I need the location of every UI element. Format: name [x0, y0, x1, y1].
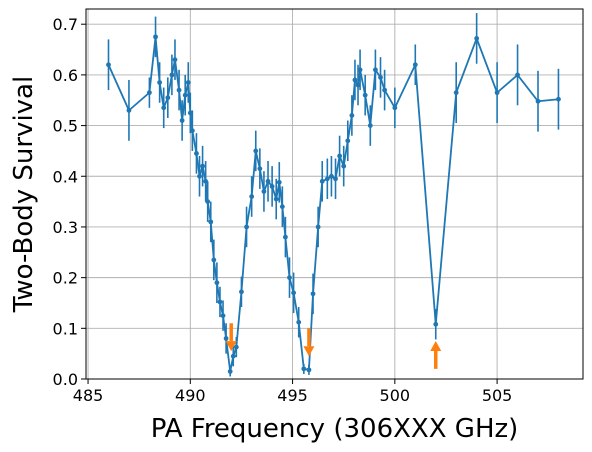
data-point [239, 289, 244, 295]
data-point [273, 196, 279, 202]
data-point [265, 178, 271, 184]
y-tick-label: 0.2 [53, 269, 78, 288]
data-point [194, 151, 199, 156]
data-point [324, 176, 330, 182]
data-point [315, 224, 321, 230]
data-point [211, 257, 217, 263]
data-point [147, 90, 152, 96]
data-point [357, 67, 363, 73]
data-point [197, 173, 202, 179]
data-point [287, 275, 292, 281]
arrow-head [303, 346, 315, 357]
plot-frame [85, 8, 584, 380]
y-tick-label: 0.6 [53, 66, 78, 85]
data-point [355, 82, 361, 88]
data-point [214, 280, 220, 286]
data-point [392, 105, 398, 111]
y-tick-label: 0.7 [53, 15, 78, 34]
data-point [261, 189, 267, 194]
data-point [227, 368, 233, 374]
data-point [367, 123, 373, 128]
data-point [200, 163, 205, 169]
data-point [319, 178, 325, 184]
data-point [276, 179, 282, 185]
data-point [433, 321, 439, 327]
data-point [556, 96, 561, 102]
x-tick-label: 490 [175, 386, 206, 405]
y-tick-label: 0.1 [53, 319, 78, 338]
data-point [329, 173, 334, 179]
data-point [345, 138, 351, 144]
data-point [187, 110, 193, 116]
data-point [249, 194, 255, 199]
y-tick-label: 0.0 [53, 370, 78, 389]
data-point [223, 336, 229, 341]
x-tick-label: 495 [277, 386, 308, 405]
data-point [283, 234, 288, 240]
data-point [279, 204, 285, 210]
data-point [153, 34, 158, 40]
x-tick-label: 500 [380, 386, 411, 405]
x-axis-label: PA Frequency (306XXX GHz) [151, 414, 519, 444]
data-point [165, 95, 171, 101]
annotations [225, 323, 442, 369]
data-point [244, 224, 249, 230]
data-point [301, 366, 307, 372]
arrow-head [225, 341, 237, 352]
arrow-head [430, 340, 442, 351]
data-point [337, 153, 343, 159]
data-point [230, 353, 236, 359]
data-point [373, 67, 378, 73]
data-point [203, 178, 209, 184]
y-axis-ticks: 0.0 0.1 0.2 0.3 0.4 0.5 0.6 0.7 [53, 15, 86, 389]
data-point [157, 80, 163, 85]
y-tick-label: 0.4 [53, 167, 78, 186]
data-point [185, 80, 191, 85]
data-point [106, 62, 111, 68]
data-point [253, 148, 259, 154]
data-point [189, 128, 195, 134]
data-point [296, 319, 302, 325]
data-point [535, 98, 541, 104]
data-point [306, 367, 312, 373]
data-points [106, 34, 561, 374]
data-point [412, 62, 418, 68]
data-point [310, 291, 316, 297]
data-point [349, 113, 355, 118]
data-point [208, 219, 214, 225]
data-point [352, 77, 358, 83]
data-point [494, 90, 500, 96]
y-axis-label: Two-Body Survival [9, 76, 39, 313]
data-point [126, 107, 132, 113]
data-point [453, 90, 459, 96]
y-tick-label: 0.3 [53, 218, 78, 237]
data-point [172, 57, 178, 63]
data-point [474, 35, 480, 41]
y-tick-label: 0.5 [53, 117, 78, 136]
data-point [362, 92, 368, 98]
data-point [182, 92, 188, 98]
data-point [257, 166, 263, 172]
data-point [333, 176, 338, 182]
data-point [169, 72, 175, 78]
x-tick-label: 485 [73, 386, 104, 405]
data-point [378, 75, 383, 80]
x-axis-ticks: 485 490 495 500 505 [73, 379, 513, 405]
data-point [341, 163, 347, 169]
x-tick-label: 505 [482, 386, 513, 405]
data-point [217, 299, 223, 305]
data-point [161, 105, 167, 111]
data-point [269, 183, 275, 189]
data-point [176, 87, 182, 93]
data-point [205, 199, 211, 205]
data-point [515, 72, 520, 78]
data-point [382, 87, 388, 93]
data-point [233, 344, 239, 350]
data-point [220, 313, 226, 319]
data-point [291, 290, 296, 296]
data-point [179, 118, 185, 123]
